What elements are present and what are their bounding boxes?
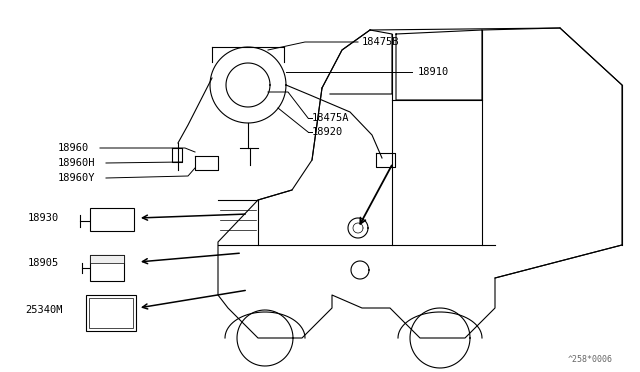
FancyBboxPatch shape [90, 255, 124, 281]
FancyBboxPatch shape [89, 298, 133, 328]
Text: 18475B: 18475B [362, 37, 399, 47]
Text: 18910: 18910 [418, 67, 449, 77]
Text: 18475A: 18475A [312, 113, 349, 123]
FancyBboxPatch shape [86, 295, 136, 331]
Text: 18960Y: 18960Y [58, 173, 95, 183]
Text: 25340M: 25340M [25, 305, 63, 315]
Text: 18960H: 18960H [58, 158, 95, 168]
Text: 18905: 18905 [28, 258, 60, 268]
Text: 18920: 18920 [312, 127, 343, 137]
FancyBboxPatch shape [90, 255, 124, 263]
Text: ^258*0006: ^258*0006 [568, 355, 613, 364]
Text: 18960: 18960 [58, 143, 89, 153]
Text: 18930: 18930 [28, 213, 60, 223]
FancyBboxPatch shape [90, 208, 134, 231]
